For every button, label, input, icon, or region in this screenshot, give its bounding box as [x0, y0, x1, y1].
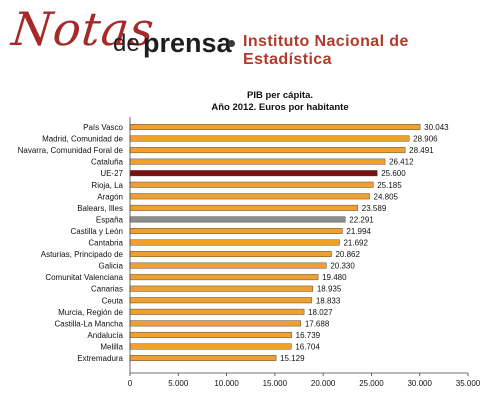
x-tick-label: 25.000	[359, 379, 384, 388]
chart-title: PIB per cápita. Año 2012. Euros por habi…	[0, 90, 500, 114]
chart-title-line-2: Año 2012. Euros por habitante	[211, 102, 349, 113]
x-tick-label: 10.000	[214, 379, 239, 388]
x-tick-label: 5.000	[168, 379, 189, 388]
category-label: Navarra, Comunidad Foral de	[18, 146, 124, 155]
institution-name: Instituto Nacional de Estadística	[243, 33, 409, 68]
x-tick-label: 35.000	[456, 379, 481, 388]
value-label: 17.688	[305, 319, 330, 328]
category-label: Canarias	[91, 285, 123, 294]
category-label: España	[96, 215, 124, 224]
x-tick-label: 15.000	[263, 379, 288, 388]
bar	[129, 135, 410, 142]
value-label: 19.480	[322, 273, 347, 282]
value-label: 20.330	[330, 262, 355, 271]
bar	[129, 239, 340, 246]
bar	[129, 355, 277, 361]
category-label: Comunitat Valenciana	[45, 273, 123, 282]
value-label: 16.739	[296, 331, 321, 340]
category-label: Rioja, La	[91, 181, 123, 190]
category-label: Extremadura	[77, 354, 123, 363]
bar	[129, 204, 359, 211]
value-label: 25.185	[377, 181, 402, 190]
value-label: 18.935	[317, 285, 342, 294]
value-label: 30.043	[424, 123, 449, 132]
value-label: 28.491	[409, 146, 434, 155]
bullet-icon	[228, 40, 235, 47]
category-label: Ceuta	[102, 296, 124, 305]
value-label: 24.805	[374, 192, 399, 201]
x-tick-label: 30.000	[407, 379, 432, 388]
value-label: 23.589	[362, 204, 387, 213]
bar	[129, 216, 346, 223]
chart-area: PIB per cápita. Año 2012. Euros por habi…	[0, 90, 500, 417]
category-label: UE-27	[100, 169, 123, 178]
bar	[129, 227, 343, 234]
category-label: Castilla y León	[71, 227, 123, 236]
bar	[129, 124, 421, 130]
category-label: Castilla-La Mancha	[55, 319, 124, 328]
bar	[129, 147, 406, 154]
bar-chart: País Vasco 30.043 Madrid, Comunidad de 28.9…	[18, 117, 481, 388]
category-label: Cantabria	[88, 239, 123, 248]
value-label: 28.906	[413, 135, 438, 144]
value-label: 26.412	[389, 158, 414, 167]
logo-de: de	[113, 30, 140, 57]
bar	[129, 170, 378, 177]
category-label: Aragón	[97, 192, 123, 201]
bar	[129, 320, 302, 327]
bar	[129, 181, 374, 188]
bar	[129, 158, 386, 165]
bar	[129, 262, 327, 269]
category-label: Andalucía	[87, 331, 123, 340]
value-label: 18.833	[316, 296, 341, 305]
category-label: Cataluña	[91, 158, 124, 167]
value-label: 15.129	[280, 354, 305, 363]
category-label: Asturias, Principado de	[41, 250, 124, 259]
value-label: 22.291	[349, 215, 374, 224]
bar	[129, 274, 319, 281]
bar	[129, 251, 332, 258]
category-label: Murcia, Región de	[58, 308, 123, 317]
value-label: 21.692	[343, 239, 368, 248]
category-label: Galicia	[99, 262, 124, 271]
bar	[129, 297, 313, 304]
value-label: 18.027	[308, 308, 333, 317]
value-label: 25.600	[381, 169, 406, 178]
category-label: País Vasco	[83, 123, 123, 132]
value-label: 21.994	[346, 227, 371, 236]
bar	[129, 308, 305, 315]
bar	[129, 331, 292, 338]
bar	[129, 285, 314, 292]
category-label: Madrid, Comunidad de	[42, 135, 123, 144]
page-header: Notas de prensa Instituto Nacional de Es…	[0, 0, 500, 70]
x-tick-label: 0	[128, 379, 133, 388]
category-label: Melilla	[100, 342, 123, 351]
value-label: 20.862	[335, 250, 360, 259]
value-label: 16.704	[295, 342, 320, 351]
x-tick-label: 20.000	[311, 379, 336, 388]
chart-title-line-1: PIB per cápita.	[247, 90, 313, 101]
category-label: Balears, Illes	[77, 204, 123, 213]
logo-prensa: prensa	[143, 28, 232, 58]
bar	[129, 343, 292, 350]
bar	[129, 193, 370, 200]
